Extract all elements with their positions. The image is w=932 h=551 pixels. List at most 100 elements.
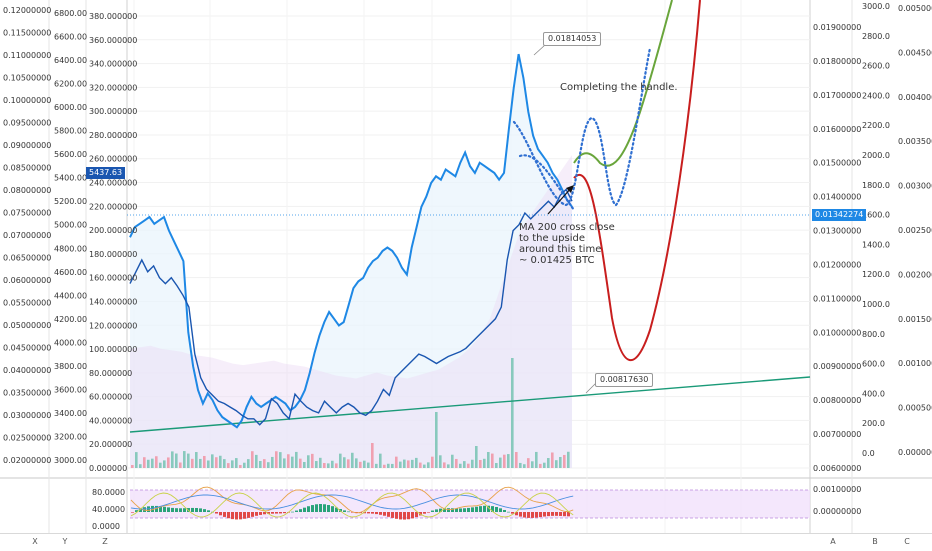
osc-histogram-bar bbox=[531, 512, 534, 518]
osc-histogram-bar bbox=[547, 512, 550, 517]
volume-bar bbox=[251, 451, 254, 468]
axis-z-button[interactable]: Z bbox=[102, 537, 108, 546]
volume-bar bbox=[339, 453, 342, 468]
volume-bar bbox=[487, 452, 490, 468]
osc-histogram-bar bbox=[163, 506, 166, 512]
osc-histogram-bar bbox=[139, 508, 142, 512]
callout-high[interactable]: 0.01814053 bbox=[543, 32, 602, 46]
right-btc-tick: 0.00900000 bbox=[813, 362, 861, 371]
volume-bar bbox=[443, 462, 446, 468]
callout-leader-bottom bbox=[585, 382, 597, 394]
axis-x-button[interactable]: X bbox=[32, 537, 38, 546]
volume-bar bbox=[567, 451, 570, 468]
left-inner-tick: 140.000000 bbox=[89, 297, 137, 306]
left-inner-tick: 160.000000 bbox=[89, 274, 137, 283]
volume-bar bbox=[287, 454, 290, 468]
osc-histogram-bar bbox=[307, 506, 310, 512]
volume-bar bbox=[475, 446, 478, 468]
osc-line-orange bbox=[130, 486, 574, 514]
right-btc-tick: 0.01300000 bbox=[813, 227, 861, 236]
axis-c-button[interactable]: C bbox=[904, 537, 910, 546]
right-value-tick: 3000.0 bbox=[862, 2, 890, 11]
volume-bar bbox=[175, 453, 178, 468]
left-outer-tick: 0.06500000 bbox=[3, 254, 51, 263]
osc-histogram-bar bbox=[559, 512, 562, 516]
right-value-tick: 600.0 bbox=[862, 360, 885, 369]
osc-histogram-bar bbox=[279, 512, 282, 514]
osc-histogram-bar bbox=[375, 512, 378, 515]
osc-histogram-bar bbox=[227, 512, 230, 519]
osc-histogram-bar bbox=[563, 512, 566, 517]
right-outer-tick: 0.0020000 bbox=[898, 270, 932, 279]
volume-bar bbox=[131, 465, 134, 468]
volume-bar bbox=[539, 463, 542, 468]
osc-left-tick: 40.0000 bbox=[92, 505, 125, 514]
axis-b-button[interactable]: B bbox=[872, 537, 878, 546]
volume-bar bbox=[503, 454, 506, 468]
right-btc-tick: 0.01900000 bbox=[813, 23, 861, 32]
volume-bar bbox=[311, 453, 314, 468]
right-value-tick: 1000.0 bbox=[862, 300, 890, 309]
volume-bar bbox=[551, 452, 554, 468]
volume-bar bbox=[295, 451, 298, 468]
osc-right-tick: 0.00100000 bbox=[813, 485, 861, 494]
osc-histogram-bar bbox=[195, 508, 198, 512]
right-outer-tick: 0.0050000 bbox=[898, 4, 932, 13]
right-value-tick: 2000.0 bbox=[862, 151, 890, 160]
osc-histogram-bar bbox=[151, 505, 154, 512]
volume-bar bbox=[387, 463, 390, 468]
right-btc-tick: 0.01200000 bbox=[813, 260, 861, 269]
volume-bar bbox=[511, 358, 514, 468]
osc-histogram-bar bbox=[219, 512, 222, 516]
volume-bar bbox=[243, 462, 246, 468]
left-inner-tick: 80.000000 bbox=[89, 369, 132, 378]
right-outer-tick: 0.0030000 bbox=[898, 182, 932, 191]
osc-histogram-bar bbox=[467, 507, 470, 512]
volume-bar bbox=[143, 457, 146, 468]
support-trendline bbox=[129, 376, 811, 433]
volume-bar bbox=[199, 458, 202, 468]
volume-bar bbox=[195, 452, 198, 468]
price-area bbox=[130, 54, 572, 468]
volume-bar bbox=[315, 461, 318, 468]
volume-bar bbox=[423, 464, 426, 468]
axis-a-button[interactable]: A bbox=[830, 537, 836, 546]
volume-bar bbox=[183, 451, 186, 468]
volume-bar bbox=[395, 456, 398, 468]
left-inner-tick: 60.000000 bbox=[89, 393, 132, 402]
left-price-tick: 5600.00 bbox=[54, 150, 87, 159]
left-outer-tick: 0.09000000 bbox=[3, 141, 51, 150]
osc-histogram-bar bbox=[335, 507, 338, 512]
volume-bar bbox=[483, 458, 486, 468]
volume-bar bbox=[291, 456, 294, 468]
axis-y-button[interactable]: Y bbox=[62, 537, 68, 546]
osc-histogram-bar bbox=[539, 512, 542, 518]
left-price-tick: 3600.00 bbox=[54, 385, 87, 394]
volume-bar bbox=[163, 460, 166, 468]
osc-histogram-bar bbox=[415, 512, 418, 518]
right-outer-tick: 0.0025000 bbox=[898, 226, 932, 235]
left-inner-tick: 220.000000 bbox=[89, 202, 137, 211]
volume-bar bbox=[463, 461, 466, 468]
arrow-line bbox=[547, 186, 573, 215]
osc-histogram-bar bbox=[283, 512, 286, 514]
osc-histogram-bar bbox=[455, 508, 458, 512]
left-outer-tick: 0.02000000 bbox=[3, 456, 51, 465]
oscillator-group bbox=[130, 486, 810, 520]
right-value-tick: 2800.0 bbox=[862, 32, 890, 41]
callout-trendline[interactable]: 0.00817630 bbox=[595, 373, 654, 387]
osc-histogram-bar bbox=[147, 506, 150, 512]
volume-bar bbox=[191, 458, 194, 468]
volume-bar bbox=[215, 457, 218, 468]
right-btc-tick: 0.01100000 bbox=[813, 294, 861, 303]
osc-histogram-bar bbox=[451, 508, 454, 512]
osc-histogram-bar bbox=[323, 504, 326, 512]
volume-bar bbox=[367, 462, 370, 468]
osc-histogram-bar bbox=[223, 512, 226, 517]
volume-bar bbox=[479, 459, 482, 468]
osc-histogram-bar bbox=[523, 512, 526, 518]
left-inner-tick: 280.000000 bbox=[89, 131, 137, 140]
left-outer-tick: 0.05000000 bbox=[3, 321, 51, 330]
left-inner-tick: 380.000000 bbox=[89, 12, 137, 21]
